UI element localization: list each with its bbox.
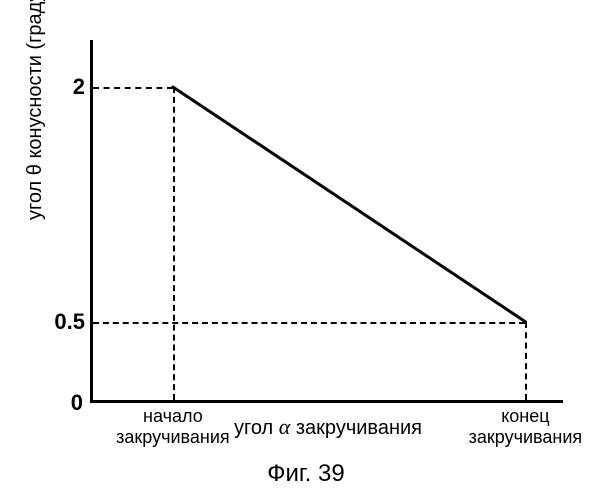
x-tick-label: началозакручивания [116,400,230,447]
x-axis-label-symbol: α [279,414,291,439]
origin-label: 0 [71,390,93,416]
x-axis-label-pre: угол [234,417,279,439]
y-tick-label: 2 [73,74,93,100]
guide-line [93,322,525,324]
plot-area: 0 угол α закручивания 20.5началозакручив… [90,40,563,403]
guide-line [173,87,175,400]
figure-container: угол θ конусности (градус) 0 угол α закр… [0,0,612,500]
data-line [93,40,563,400]
y-tick-label: 0.5 [54,309,93,335]
x-tick-label: конецзакручивания [469,400,583,447]
x-axis-label: угол α закручивания [234,400,422,440]
guide-line [525,322,527,400]
guide-line [93,87,173,89]
figure-caption: Фиг. 39 [267,460,345,488]
y-axis-label: угол θ конусности (градус) [24,0,47,220]
x-axis-label-post: закручивания [290,417,422,439]
